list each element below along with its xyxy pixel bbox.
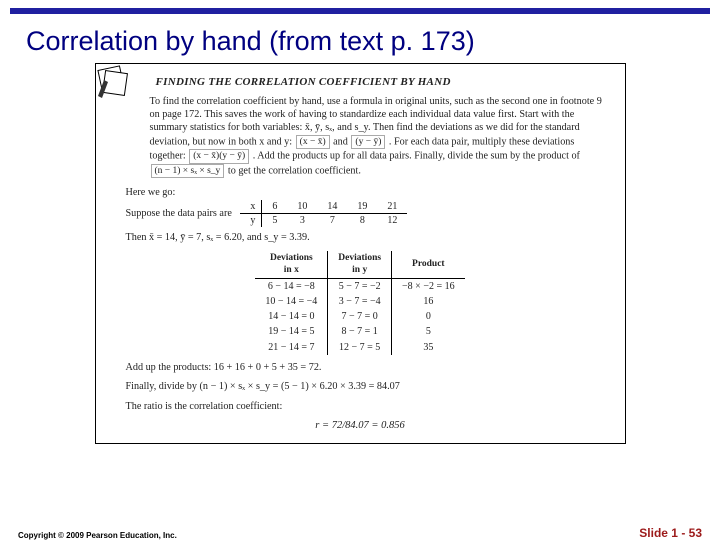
y-val: 8 (347, 214, 377, 228)
dev-x-header: Deviations in x (255, 251, 327, 279)
slide-number: Slide 1 - 53 (639, 526, 702, 540)
x-label: x (240, 200, 262, 214)
y-val: 7 (317, 214, 347, 228)
summary-stats-line: Then x̄ = 14, ȳ = 7, sₓ = 6.20, and s_y … (126, 231, 613, 244)
dy-cell: 7 − 7 = 0 (328, 309, 392, 324)
product-header: Product (392, 251, 465, 279)
intro-text-6: to get the correlation coefficient. (228, 166, 361, 177)
slide-title: Correlation by hand (from text p. 173) (26, 26, 720, 57)
deviation-product-formula: (x − x̄)(y − ȳ) (189, 149, 249, 164)
result-equation: r = 72/84.07 = 0.856 (108, 419, 613, 433)
slide-footer: Copyright © 2009 Pearson Education, Inc.… (0, 526, 720, 540)
p-cell: 35 (392, 340, 465, 355)
p-cell: 0 (392, 309, 465, 324)
y-val: 3 (287, 214, 317, 228)
dev-y-h2: in y (352, 265, 367, 275)
dy-cell: 8 − 7 = 1 (328, 324, 392, 339)
dy-cell: 5 − 7 = −2 (328, 278, 392, 294)
dy-cell: 3 − 7 = −4 (328, 294, 392, 309)
deviation-y-formula: (y − ȳ) (351, 135, 385, 150)
dev-y-header: Deviations in y (328, 251, 392, 279)
deviations-table: Deviations in x Deviations in y Product … (255, 251, 464, 355)
stats-vars: x̄, ȳ, sₓ, (305, 122, 335, 133)
x-val: 14 (317, 200, 347, 214)
top-accent-bar (10, 8, 710, 14)
p-cell: 16 (392, 294, 465, 309)
ratio-line: The ratio is the correlation coefficient… (126, 400, 613, 413)
dx-cell: 19 − 14 = 5 (255, 324, 327, 339)
x-val: 21 (377, 200, 407, 214)
intro-text-5: . Add the products up for all data pairs… (253, 151, 580, 162)
dx-cell: 14 − 14 = 0 (255, 309, 327, 324)
p-cell: −8 × −2 = 16 (392, 278, 465, 294)
dx-cell: 6 − 14 = −8 (255, 278, 327, 294)
box-heading: FINDING THE CORRELATION COEFFICIENT BY H… (156, 75, 613, 90)
dev-y-h1: Deviations (338, 253, 381, 263)
dev-x-h2: in x (284, 265, 299, 275)
dx-cell: 21 − 14 = 7 (255, 340, 327, 355)
denominator-formula: (n − 1) × sₓ × s_y (151, 164, 225, 179)
suppose-text: Suppose the data pairs are (126, 208, 232, 219)
xy-data-table: x 6 10 14 19 21 y 5 3 7 8 12 (240, 200, 407, 227)
dx-cell: 10 − 14 = −4 (255, 294, 327, 309)
textbook-excerpt-box: FINDING THE CORRELATION COEFFICIENT BY H… (95, 63, 626, 444)
dy-cell: 12 − 7 = 5 (328, 340, 392, 355)
x-val: 19 (347, 200, 377, 214)
y-val: 5 (262, 214, 288, 228)
pencil-paper-icon (94, 62, 134, 100)
y-val: 12 (377, 214, 407, 228)
copyright-text: Copyright © 2009 Pearson Education, Inc. (18, 531, 177, 540)
intro-text-3: and (333, 136, 350, 147)
example-block: Here we go: Suppose the data pairs are x… (126, 186, 613, 227)
y-label: y (240, 214, 262, 228)
divide-line: Finally, divide by (n − 1) × sₓ × s_y = … (126, 380, 613, 393)
sum-line: Add up the products: 16 + 16 + 0 + 5 + 3… (126, 361, 613, 374)
intro-paragraph: To find the correlation coefficient by h… (150, 95, 613, 179)
x-val: 6 (262, 200, 288, 214)
x-val: 10 (287, 200, 317, 214)
dev-x-h1: Deviations (270, 253, 313, 263)
p-cell: 5 (392, 324, 465, 339)
deviation-x-formula: (x − x̄) (296, 135, 330, 150)
here-we-go: Here we go: (126, 186, 613, 199)
suppose-line: Suppose the data pairs are x 6 10 14 19 … (126, 200, 613, 227)
